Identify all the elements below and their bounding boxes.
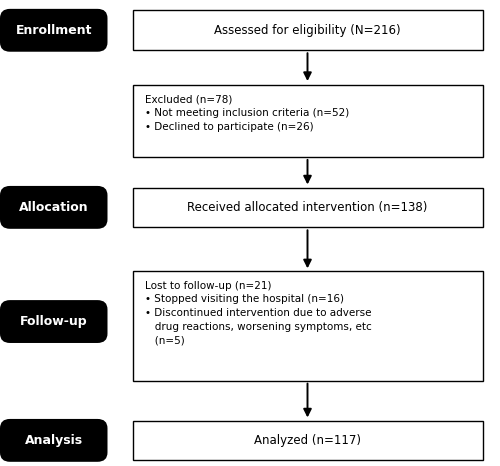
Text: Allocation: Allocation — [19, 201, 88, 214]
Text: Analyzed (n=117): Analyzed (n=117) — [254, 434, 361, 447]
Text: Analysis: Analysis — [24, 434, 83, 447]
FancyBboxPatch shape — [0, 300, 108, 343]
FancyBboxPatch shape — [132, 85, 482, 158]
FancyBboxPatch shape — [0, 186, 108, 229]
Text: Received allocated intervention (n=138): Received allocated intervention (n=138) — [188, 201, 428, 214]
Text: Assessed for eligibility (N=216): Assessed for eligibility (N=216) — [214, 24, 401, 37]
Text: Lost to follow-up (n=21)
• Stopped visiting the hospital (n=16)
• Discontinued i: Lost to follow-up (n=21) • Stopped visit… — [145, 281, 372, 345]
FancyBboxPatch shape — [132, 271, 482, 381]
Text: Enrollment: Enrollment — [16, 24, 92, 37]
FancyBboxPatch shape — [132, 187, 482, 227]
FancyBboxPatch shape — [132, 420, 482, 460]
FancyBboxPatch shape — [0, 9, 108, 52]
FancyBboxPatch shape — [0, 419, 108, 462]
Text: Follow-up: Follow-up — [20, 315, 87, 328]
FancyBboxPatch shape — [132, 10, 482, 50]
Text: Excluded (n=78)
• Not meeting inclusion criteria (n=52)
• Declined to participat: Excluded (n=78) • Not meeting inclusion … — [145, 94, 349, 131]
